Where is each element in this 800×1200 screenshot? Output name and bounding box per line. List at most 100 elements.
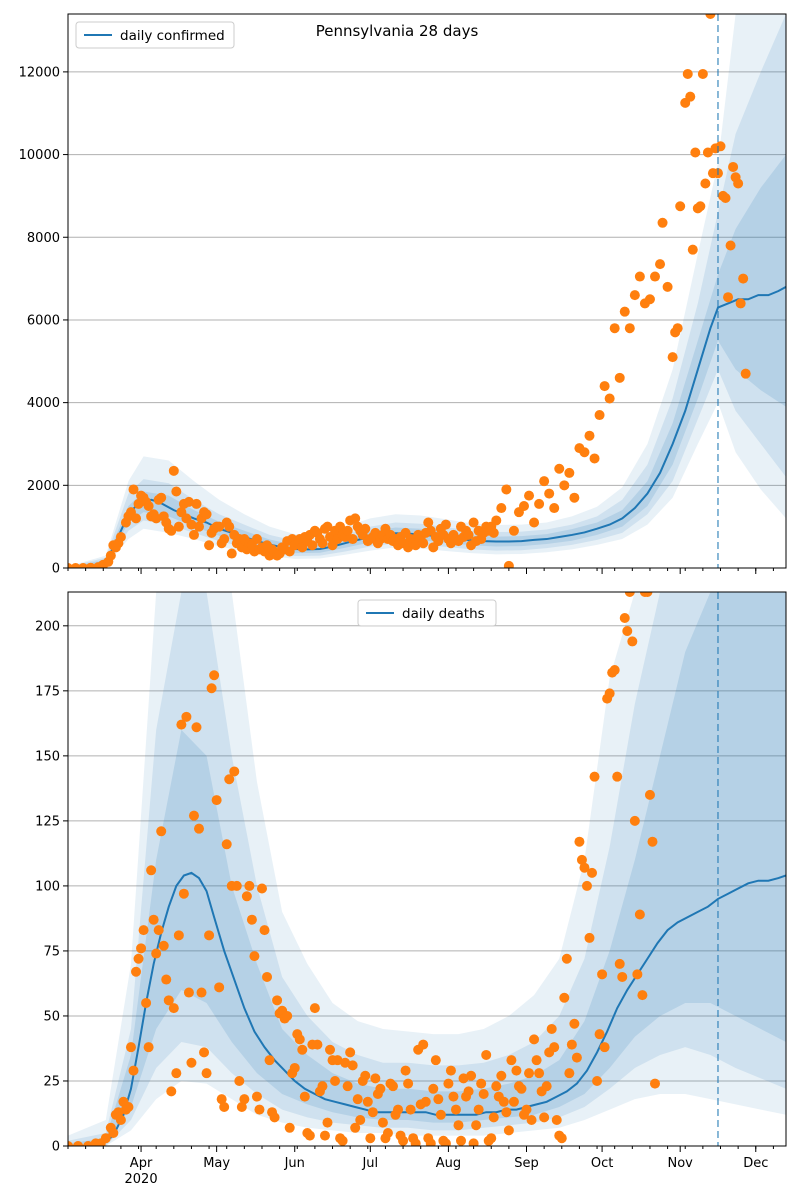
deaths-data-point bbox=[259, 925, 270, 936]
confirmed-data-point bbox=[695, 201, 706, 212]
deaths-data-point bbox=[337, 1135, 348, 1146]
deaths-data-point bbox=[123, 1101, 134, 1112]
deaths-data-point bbox=[642, 592, 653, 597]
confirmed-data-point bbox=[634, 271, 645, 282]
deaths-data-point bbox=[594, 1029, 605, 1040]
confirmed-data-point bbox=[317, 538, 328, 549]
deaths-data-point bbox=[425, 1138, 436, 1146]
confirmed-data-point bbox=[697, 68, 708, 79]
deaths-data-point bbox=[566, 1039, 577, 1050]
confirmed-data-point bbox=[173, 521, 184, 532]
deaths-data-point bbox=[100, 1133, 111, 1144]
deaths-data-point bbox=[181, 711, 192, 722]
deaths-data-point bbox=[546, 1023, 557, 1034]
deaths-data-point bbox=[299, 1091, 310, 1102]
deaths-data-point bbox=[365, 1133, 376, 1144]
deaths-data-point bbox=[304, 1130, 315, 1141]
deaths-data-point bbox=[355, 1114, 366, 1125]
deaths-data-point bbox=[289, 1062, 300, 1073]
confirmed-data-point bbox=[685, 91, 696, 102]
deaths-data-point bbox=[224, 774, 235, 785]
deaths-data-point bbox=[229, 766, 240, 777]
deaths-data-point bbox=[637, 990, 648, 1001]
deaths-x-year-label: 2020 bbox=[125, 1172, 158, 1187]
deaths-data-point bbox=[153, 925, 164, 936]
deaths-data-point bbox=[649, 1078, 660, 1089]
confirmed-data-point bbox=[171, 486, 182, 497]
deaths-data-point bbox=[589, 771, 600, 782]
confirmed-data-point bbox=[599, 381, 610, 392]
deaths-data-point bbox=[463, 1086, 474, 1097]
confirmed-data-point bbox=[735, 298, 746, 309]
deaths-data-point bbox=[574, 836, 585, 847]
deaths-data-point bbox=[387, 1081, 398, 1092]
deaths-data-point bbox=[309, 1003, 320, 1014]
confirmed-chart: 0 2000 4000 6000 8000 10000 12000 daily confirm… bbox=[19, 13, 787, 577]
deaths-data-point bbox=[136, 943, 147, 954]
confirmed-y-tick-label: 6000 bbox=[27, 313, 60, 328]
deaths-data-point bbox=[435, 1109, 446, 1120]
deaths-data-point bbox=[231, 880, 242, 891]
deaths-data-point bbox=[398, 1135, 409, 1146]
confirmed-data-point bbox=[589, 453, 600, 464]
deaths-data-point bbox=[478, 1088, 489, 1099]
deaths-data-point bbox=[241, 891, 252, 902]
deaths-data-point bbox=[211, 795, 222, 806]
deaths-x-tick-label: Sep bbox=[514, 1156, 539, 1171]
deaths-data-point bbox=[410, 1138, 421, 1146]
confirmed-data-point bbox=[662, 281, 673, 292]
confirmed-data-point bbox=[204, 540, 215, 551]
deaths-data-point bbox=[619, 613, 630, 624]
deaths-data-point bbox=[171, 1068, 182, 1079]
confirmed-data-point bbox=[529, 517, 540, 528]
deaths-data-point bbox=[377, 1117, 388, 1128]
deaths-y-tick-label: 100 bbox=[35, 879, 60, 894]
deaths-data-point bbox=[330, 1075, 341, 1086]
deaths-data-point bbox=[272, 995, 283, 1006]
deaths-data-point bbox=[521, 1104, 532, 1115]
confirmed-data-point bbox=[307, 540, 318, 551]
deaths-data-point bbox=[430, 1055, 441, 1066]
confirmed-data-point bbox=[186, 519, 197, 530]
deaths-data-point bbox=[511, 1065, 522, 1076]
deaths-band-mid bbox=[68, 592, 786, 1146]
confirmed-data-point bbox=[418, 538, 429, 549]
deaths-data-point bbox=[201, 1068, 212, 1079]
confirmed-data-point bbox=[720, 192, 731, 203]
deaths-data-point bbox=[282, 1010, 293, 1021]
deaths-band-outer bbox=[68, 592, 786, 1146]
deaths-data-point bbox=[254, 1104, 265, 1115]
deaths-data-point bbox=[473, 1104, 484, 1115]
confirmed-data-point bbox=[579, 447, 590, 458]
deaths-data-point bbox=[571, 1052, 582, 1063]
confirmed-data-point bbox=[644, 294, 655, 305]
deaths-data-point bbox=[68, 1141, 73, 1146]
deaths-data-point bbox=[251, 1091, 262, 1102]
confirmed-legend-box bbox=[75, 21, 235, 49]
deaths-data-point bbox=[503, 1125, 514, 1136]
deaths-data-point bbox=[450, 1104, 461, 1115]
deaths-data-point bbox=[141, 997, 152, 1008]
confirmed-data-point bbox=[188, 529, 199, 540]
confirmed-legend-label: daily confirmed bbox=[120, 28, 225, 44]
confirmed-data-point bbox=[700, 178, 711, 189]
confirmed-data-point bbox=[675, 201, 686, 212]
confirmed-data-point bbox=[524, 490, 535, 501]
deaths-axes-frame bbox=[67, 591, 787, 1147]
deaths-data-point bbox=[83, 1141, 94, 1146]
deaths-y-tick-label: 200 bbox=[35, 619, 60, 634]
deaths-data-point bbox=[146, 865, 157, 876]
deaths-data-point bbox=[581, 880, 592, 891]
deaths-x-tick-label: May bbox=[203, 1156, 230, 1171]
confirmed-data-point bbox=[78, 563, 89, 568]
deaths-data-point bbox=[456, 1135, 467, 1146]
deaths-data-point bbox=[612, 771, 623, 782]
confirmed-data-point bbox=[518, 500, 529, 511]
deaths-data-point bbox=[634, 909, 645, 920]
deaths-data-point bbox=[345, 1047, 356, 1058]
deaths-data-point bbox=[617, 971, 628, 982]
deaths-data-point bbox=[108, 1127, 119, 1138]
deaths-data-point bbox=[468, 1138, 479, 1146]
deaths-data-point bbox=[569, 1018, 580, 1029]
deaths-data-point bbox=[342, 1081, 353, 1092]
